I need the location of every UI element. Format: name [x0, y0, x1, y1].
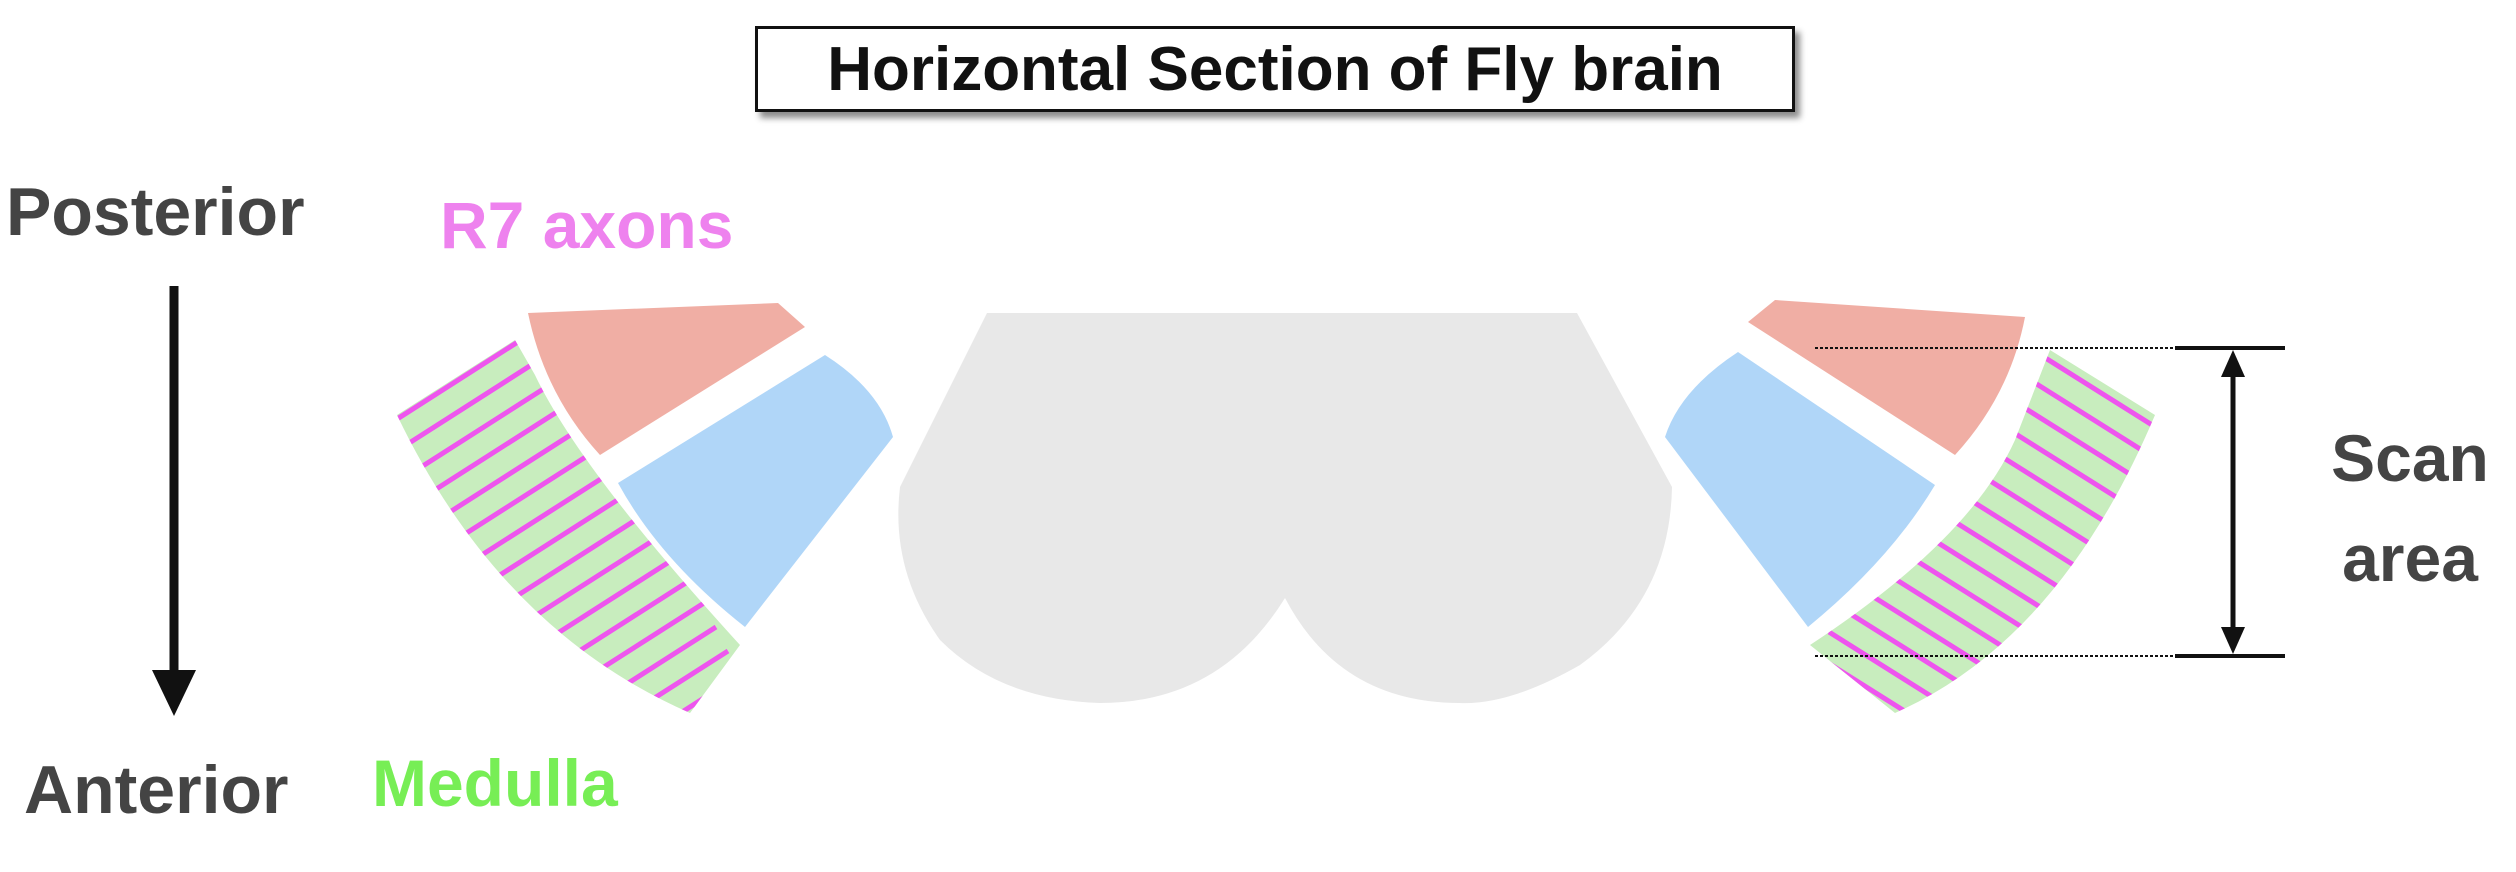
posterior-label: Posterior — [6, 174, 305, 250]
scan-arrow-top-head — [2221, 350, 2245, 377]
posterior-anterior-arrow — [152, 286, 196, 716]
medulla-label: Medulla — [372, 746, 618, 820]
scan-area-label: Scan area — [2320, 408, 2500, 608]
left-lamina — [528, 303, 805, 455]
central-brain — [898, 313, 1672, 704]
scan-arrow-bottom-head — [2221, 627, 2245, 654]
scan-label-line2: area — [2342, 521, 2478, 595]
title-box: Horizontal Section of Fly brain — [755, 26, 1795, 112]
left-lobula — [618, 355, 893, 627]
scan-label-line1: Scan — [2331, 421, 2489, 495]
right-lamina — [1748, 300, 2025, 455]
scan-area-indicator — [1815, 346, 2285, 658]
left-medulla — [397, 340, 740, 713]
left-optic-lobe — [397, 303, 893, 713]
diagram-title: Horizontal Section of Fly brain — [827, 34, 1723, 104]
right-medulla — [1810, 350, 2155, 713]
right-optic-lobe — [1665, 300, 2155, 713]
r7-axons-label: R7 axons — [440, 188, 734, 262]
right-lobula — [1665, 352, 1935, 627]
anterior-label: Anterior — [24, 752, 289, 828]
